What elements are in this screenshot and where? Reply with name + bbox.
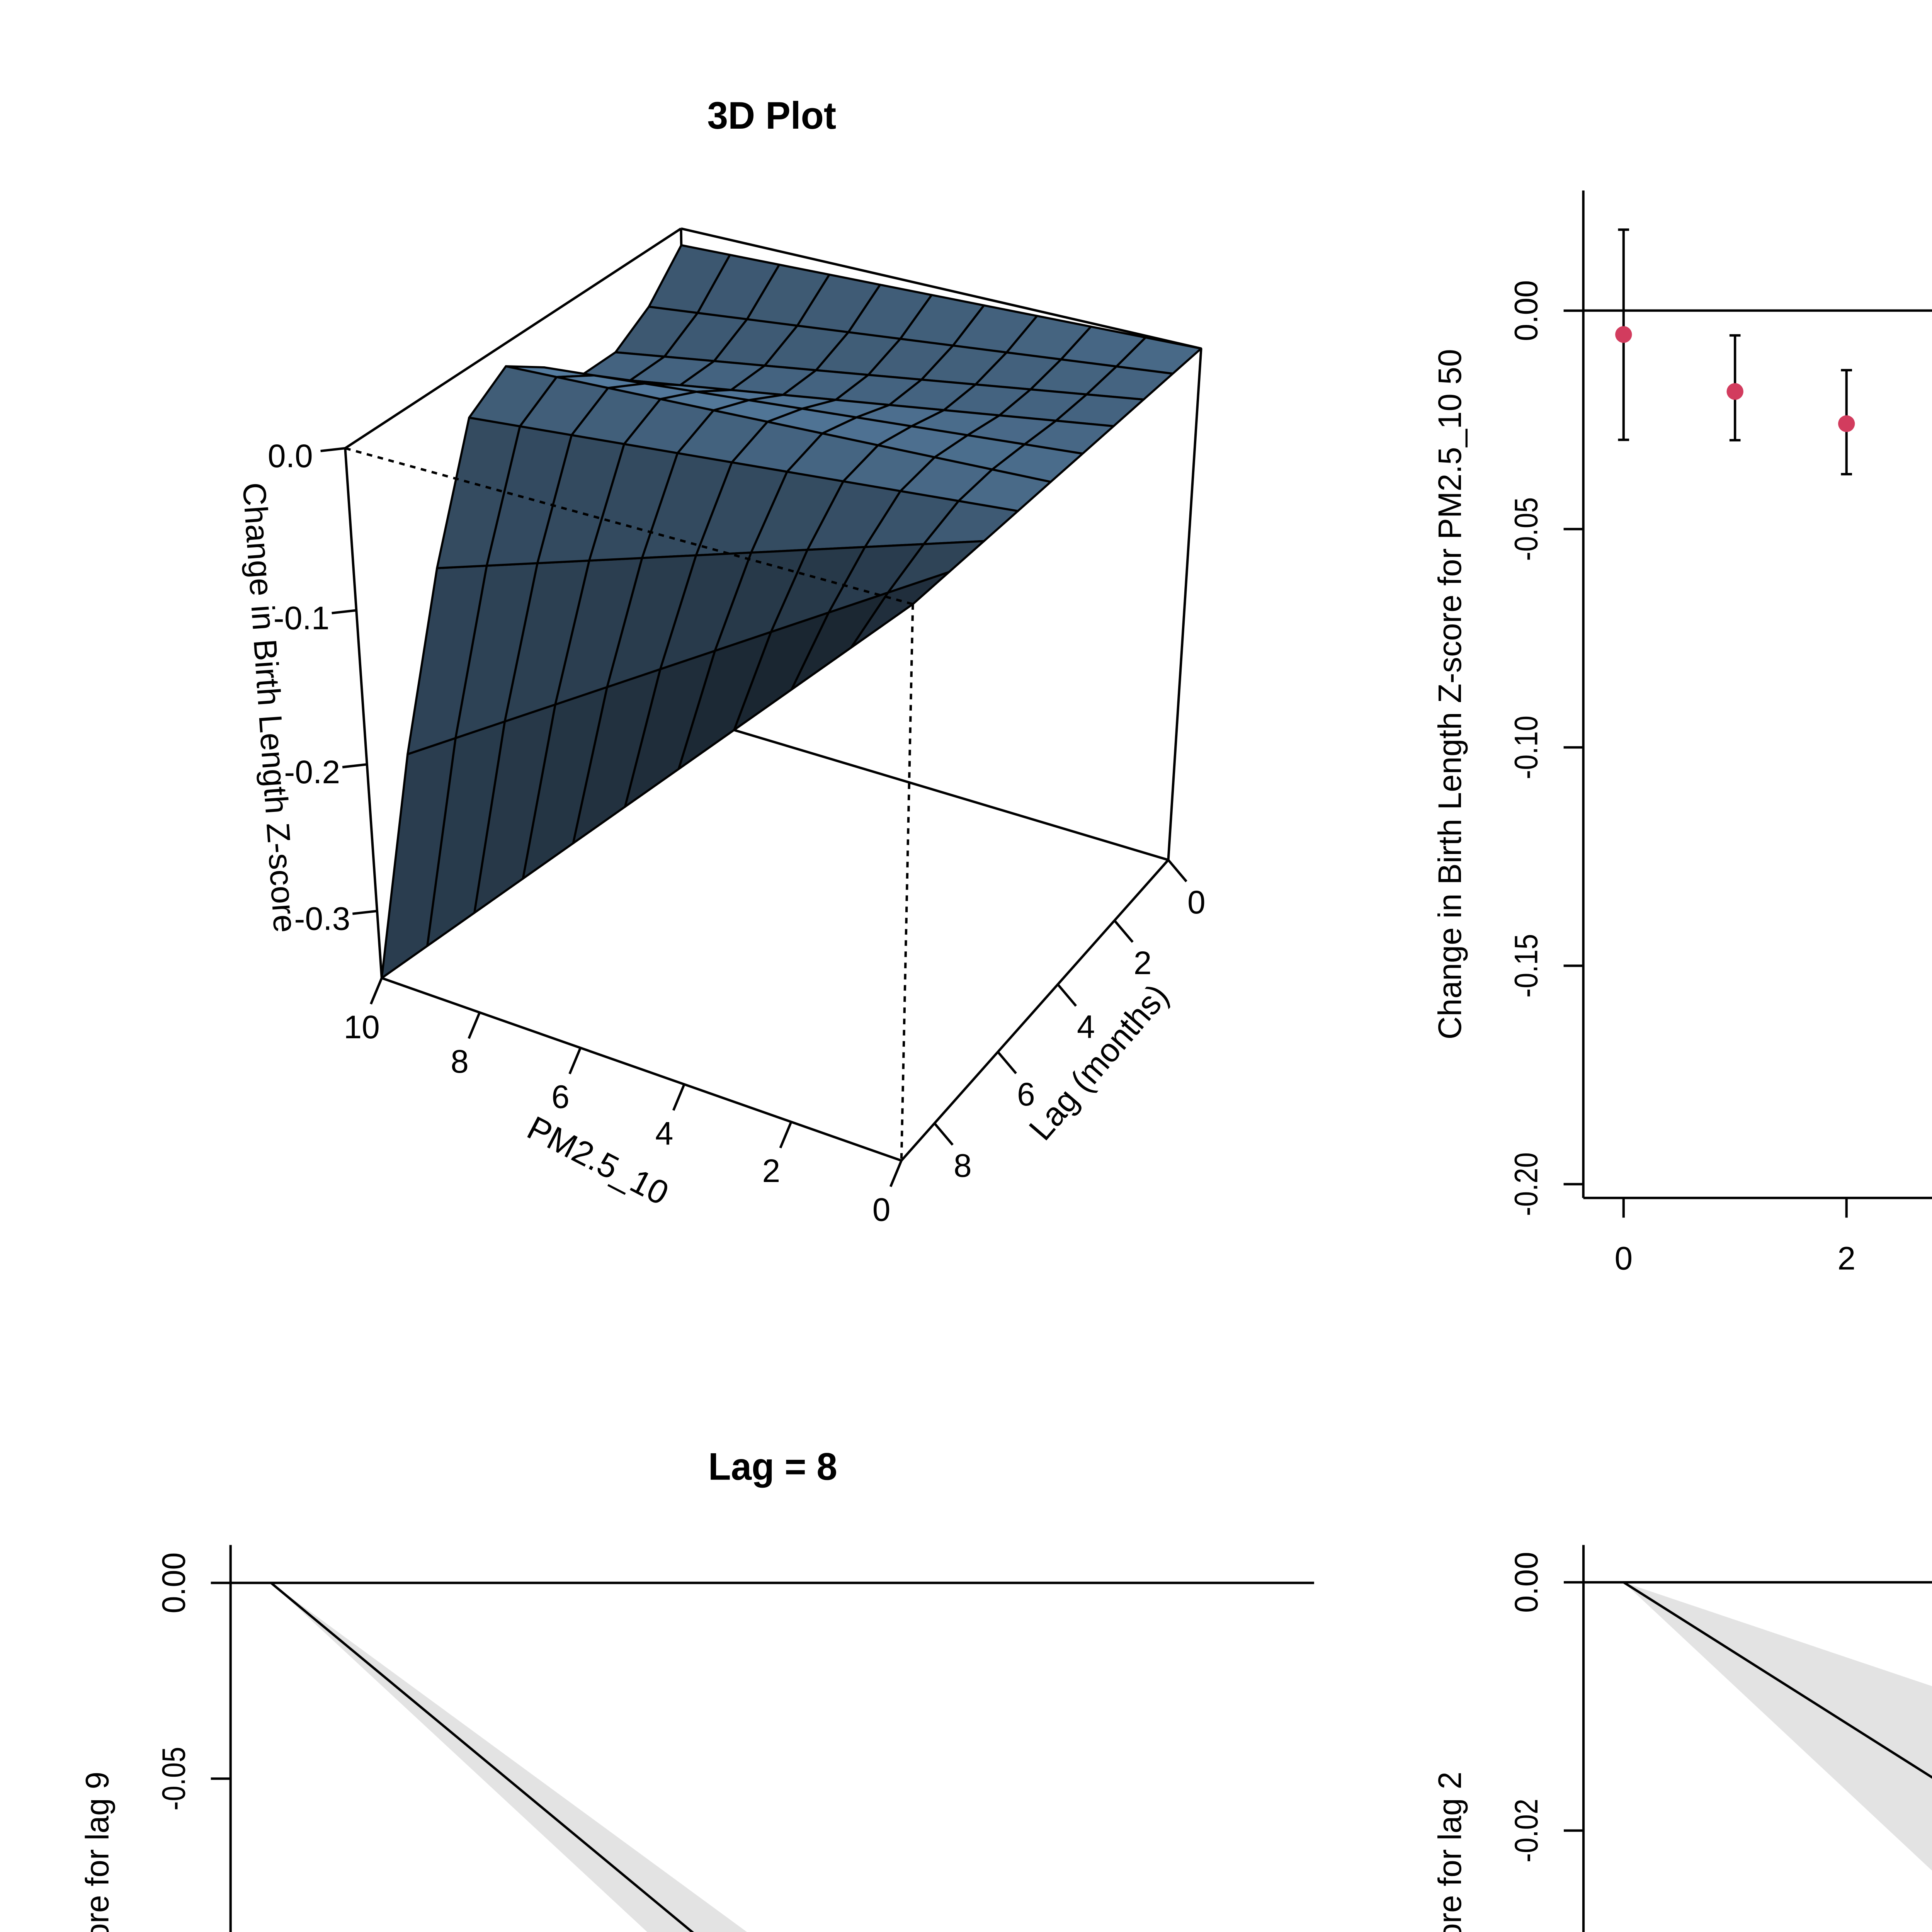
svg-text:-0.20: -0.20 xyxy=(1508,1152,1544,1216)
svg-text:0.00: 0.00 xyxy=(1508,1552,1544,1613)
svg-text:6: 6 xyxy=(551,1079,570,1115)
svg-text:0: 0 xyxy=(1614,1240,1633,1276)
svg-text:0: 0 xyxy=(872,1191,891,1228)
svg-text:0: 0 xyxy=(1187,884,1206,920)
svg-text:-0.3: -0.3 xyxy=(294,901,350,937)
svg-text:Change in Birth Length Z-score: Change in Birth Length Z-score for lag 9 xyxy=(79,1772,116,1932)
svg-text:4: 4 xyxy=(655,1115,673,1151)
svg-text:0.00: 0.00 xyxy=(155,1553,192,1614)
svg-text:3D Plot: 3D Plot xyxy=(707,94,836,137)
svg-text:8: 8 xyxy=(954,1148,972,1184)
svg-text:0.0: 0.0 xyxy=(268,438,313,474)
svg-text:2: 2 xyxy=(1837,1240,1855,1276)
svg-text:Lag = 8: Lag = 8 xyxy=(708,1446,837,1488)
svg-text:-0.1: -0.1 xyxy=(274,600,330,636)
svg-text:Change in Birth Length Z-score: Change in Birth Length Z-score for PM2.5… xyxy=(1432,349,1468,1039)
svg-text:Change in Birth Length Z-score: Change in Birth Length Z-score for lag 2 xyxy=(1432,1772,1468,1932)
svg-text:-0.02: -0.02 xyxy=(1508,1799,1544,1862)
svg-text:-0.05: -0.05 xyxy=(1508,497,1544,561)
svg-text:-0.10: -0.10 xyxy=(1508,716,1544,779)
svg-text:10: 10 xyxy=(344,1009,379,1045)
svg-text:2: 2 xyxy=(762,1153,781,1189)
svg-text:-0.05: -0.05 xyxy=(155,1747,192,1811)
svg-text:6: 6 xyxy=(1017,1076,1035,1112)
svg-text:-0.2: -0.2 xyxy=(284,754,340,790)
svg-text:8: 8 xyxy=(451,1043,469,1080)
svg-text:-0.15: -0.15 xyxy=(1508,934,1544,998)
svg-text:0.00: 0.00 xyxy=(1508,280,1544,341)
svg-text:2: 2 xyxy=(1134,945,1152,981)
svg-text:4: 4 xyxy=(1077,1009,1095,1045)
